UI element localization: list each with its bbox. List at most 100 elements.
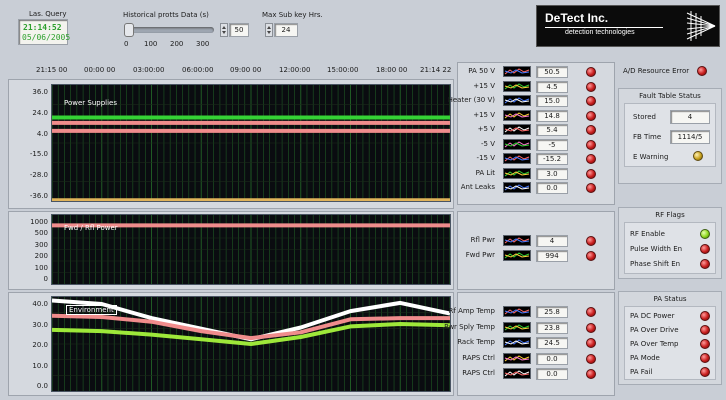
history-label: Historical protts Data (s) xyxy=(123,11,209,19)
channel-value: 5.4 xyxy=(536,124,568,136)
rf-y-axis: 1000 500 300 200 100 0 xyxy=(14,214,50,285)
channel-name: PA Lit xyxy=(475,169,495,177)
channel-name: -5 V xyxy=(481,140,495,148)
fb-time-label: FB Time xyxy=(633,133,662,141)
channel-sparkline[interactable] xyxy=(503,337,531,348)
series-line xyxy=(51,313,450,341)
channel-alarm-led xyxy=(586,96,596,106)
pa-status-label: PA Over Drive xyxy=(630,326,679,334)
time-tick: 21:14 22 xyxy=(420,66,452,74)
y-tick-label: 300 xyxy=(34,241,48,249)
last-query-date: 05/06/2005 xyxy=(22,33,71,42)
channel-sparkline[interactable] xyxy=(503,322,531,333)
channel-value: 0.0 xyxy=(536,182,568,194)
stored-label: Stored xyxy=(633,113,656,121)
pa-status-inner: PA DC Power PA Over Drive PA Over Temp P… xyxy=(624,306,716,380)
logo-divider xyxy=(545,27,663,28)
y-tick-label: 1000 xyxy=(30,218,48,226)
y-tick-label: 20.0 xyxy=(32,341,48,349)
channel-value: 25.8 xyxy=(536,306,568,318)
rf-flag-label: Pulse Width En xyxy=(630,245,683,253)
pa-over-temp-led xyxy=(700,339,710,349)
alarm-led xyxy=(697,66,707,76)
y-tick-label: -15.0 xyxy=(29,150,48,158)
last-query-time: 21:14:52 xyxy=(23,23,62,32)
channel-name: +15 V xyxy=(473,111,495,119)
channel-value: 0.0 xyxy=(536,368,568,380)
history-spinner[interactable] xyxy=(220,23,228,37)
channel-alarm-led xyxy=(586,307,596,317)
warning-label: E Warning xyxy=(633,153,669,161)
time-tick: 18:00 00 xyxy=(376,66,408,74)
history-value[interactable]: 50 xyxy=(229,23,249,37)
power-supplies-plot[interactable]: Power Supplies xyxy=(51,84,451,203)
channel-sparkline[interactable] xyxy=(503,368,531,379)
channel-value: 0.0 xyxy=(536,353,568,365)
channel-sparkline[interactable] xyxy=(503,182,531,193)
history-ticks: 0 100 200 300 xyxy=(122,36,222,50)
channel-sparkline[interactable] xyxy=(503,81,531,92)
plot-title: Environment xyxy=(66,305,117,315)
phase-shift-led xyxy=(700,259,710,269)
history-slider-thumb[interactable] xyxy=(124,23,134,37)
channel-sparkline[interactable] xyxy=(503,124,531,135)
logo-subtitle: detection technologies xyxy=(565,29,635,36)
fault-status-group: Fault Table Status Stored 4 FB Time 1114… xyxy=(618,88,722,184)
time-axis: 21:15 00 00:00 00 03:00:00 06:00:00 09:0… xyxy=(36,66,456,78)
history-slider[interactable] xyxy=(124,23,214,37)
channel-alarm-led xyxy=(586,82,596,92)
channel-sparkline[interactable] xyxy=(503,153,531,164)
channel-sparkline[interactable] xyxy=(503,95,531,106)
pulse-width-led xyxy=(700,244,710,254)
max-hours-spinner[interactable] xyxy=(265,23,273,37)
pa-status-label: PA Over Temp xyxy=(630,340,679,348)
y-tick-label: 30.0 xyxy=(32,321,48,329)
channel-name: +15 V xyxy=(473,82,495,90)
last-query-label: Las. Query xyxy=(29,10,67,18)
pa-status-label: PA DC Power xyxy=(630,312,675,320)
pa-dc-power-led xyxy=(700,311,710,321)
channel-name: Rf Amp Temp xyxy=(448,307,495,315)
channel-sparkline[interactable] xyxy=(503,250,531,261)
channel-sparkline[interactable] xyxy=(503,139,531,150)
channel-value: 50.5 xyxy=(536,66,568,78)
y-tick-label: 24.0 xyxy=(32,109,48,117)
channel-name: -15 V xyxy=(476,154,495,162)
channel-sparkline[interactable] xyxy=(503,306,531,317)
rf-power-plot[interactable]: Fwd / Rfl Power xyxy=(51,214,451,285)
history-tick: 300 xyxy=(196,40,210,48)
max-hours-value[interactable]: 24 xyxy=(274,23,298,37)
y-tick-label: 4.0 xyxy=(36,130,48,138)
plot-title: Fwd / Rfl Power xyxy=(64,224,118,232)
channel-value: 15.0 xyxy=(536,95,568,107)
rf-flag-label: RF Enable xyxy=(630,230,665,238)
channel-sparkline[interactable] xyxy=(503,235,531,246)
channel-sparkline[interactable] xyxy=(503,353,531,364)
rf-power-chart xyxy=(51,215,451,284)
power-supplies-chart xyxy=(51,85,451,203)
pa-status-group: PA Status PA DC Power PA Over Drive PA O… xyxy=(618,291,722,385)
rf-flags-inner: RF Enable Pulse Width En Phase Shift En xyxy=(624,222,716,274)
channel-sparkline[interactable] xyxy=(503,168,531,179)
channel-value: 14.8 xyxy=(536,110,568,122)
y-tick-label: 36.0 xyxy=(32,88,48,96)
channel-alarm-led xyxy=(586,111,596,121)
max-hours-label: Max Sub key Hrs. xyxy=(262,11,323,19)
environment-plot[interactable]: Environment xyxy=(51,296,451,392)
channel-value: 4.5 xyxy=(536,81,568,93)
channel-alarm-led xyxy=(586,369,596,379)
channel-value: 4 xyxy=(536,235,568,247)
warning-led xyxy=(693,151,703,161)
y-tick-label: 0.0 xyxy=(36,382,48,390)
series-line xyxy=(51,322,451,346)
y-tick-label: 500 xyxy=(34,229,48,237)
channel-alarm-led xyxy=(586,236,596,246)
channel-sparkline[interactable] xyxy=(503,66,531,77)
channel-name: PA 50 V xyxy=(468,67,495,75)
y-tick-label: -36.0 xyxy=(29,192,48,200)
last-query-display: 21:14:52 05/06/2005 xyxy=(18,19,71,45)
y-tick-label: -28.0 xyxy=(29,171,48,179)
pa-status-label: PA Fail xyxy=(630,368,653,376)
pa-mode-led xyxy=(700,353,710,363)
channel-sparkline[interactable] xyxy=(503,110,531,121)
